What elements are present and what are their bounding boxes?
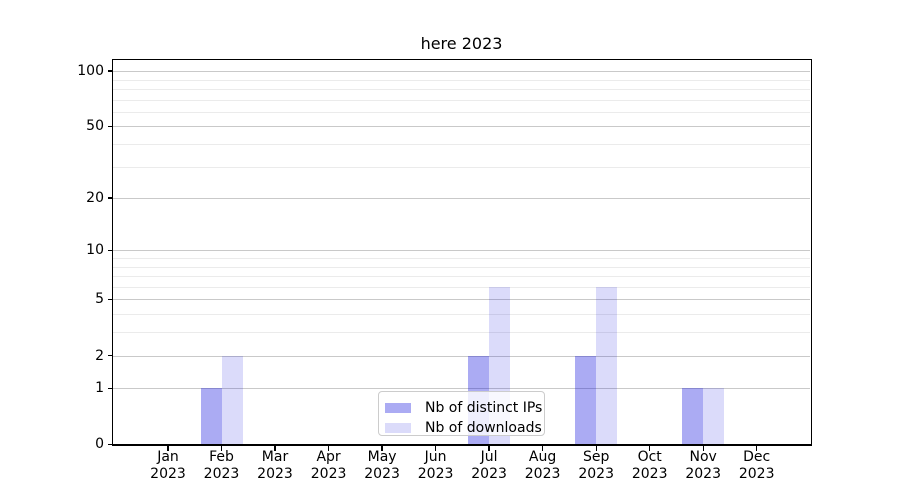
y-tick-mark (107, 197, 113, 199)
gridline-major (113, 388, 810, 390)
x-tick-label: Oct 2023 (631, 449, 668, 482)
bar-nb-of-downloads (596, 286, 618, 445)
y-tick-label: 20 (86, 190, 104, 207)
legend-item-distinct-ips: Nb of distinct IPs (385, 398, 542, 418)
legend: Nb of distinct IPs Nb of downloads (378, 391, 545, 436)
x-tick-label: Jul 2023 (471, 449, 507, 482)
gridline-minor (113, 88, 810, 90)
x-tick-label: May 2023 (364, 449, 400, 482)
x-tick-label: Feb 2023 (203, 449, 240, 482)
gridline-minor (113, 144, 810, 145)
x-tick-label: Jun 2023 (417, 449, 454, 482)
x-tick-label: Mar 2023 (257, 449, 293, 482)
gridline-minor (113, 111, 810, 113)
x-tick-mark (274, 445, 276, 451)
y-tick-label: 10 (86, 242, 104, 259)
bar-nb-of-distinct-ips (575, 355, 597, 445)
x-tick-mark (649, 445, 651, 451)
gridline-minor (113, 332, 810, 334)
x-tick-label: Apr 2023 (310, 449, 347, 482)
y-tick-label: 2 (95, 347, 104, 364)
gridline-major (113, 71, 810, 73)
y-tick-mark (107, 387, 113, 389)
bar-nb-of-distinct-ips (200, 388, 222, 445)
y-tick-mark (107, 249, 113, 252)
x-tick-mark (434, 445, 437, 451)
gridline-minor (113, 286, 810, 288)
x-tick-mark (756, 445, 758, 451)
plot-area (113, 60, 810, 445)
gridline-minor (113, 166, 810, 168)
x-tick-label: Sep 2023 (578, 449, 614, 482)
legend-label-distinct-ips: Nb of distinct IPs (425, 400, 543, 416)
bar-nb-of-downloads (703, 388, 725, 445)
gridline-minor (113, 314, 810, 316)
y-tick-label: 0 (95, 436, 104, 453)
y-tick-mark (107, 70, 113, 72)
x-tick-label: Nov 2023 (685, 449, 721, 482)
gridline-major (113, 198, 810, 200)
x-tick-mark (595, 445, 597, 451)
legend-label-downloads: Nb of downloads (425, 420, 542, 436)
gridline-major (113, 126, 810, 128)
y-tick-mark (107, 354, 113, 357)
gridline-minor (113, 276, 810, 278)
gridline-minor (113, 258, 810, 260)
y-tick-label: 100 (77, 63, 104, 80)
y-tick-mark (107, 443, 113, 445)
x-tick-mark (541, 445, 544, 451)
x-tick-mark (327, 445, 330, 451)
y-tick-mark (107, 125, 113, 128)
legend-item-downloads: Nb of downloads (385, 418, 542, 438)
y-tick-mark (107, 298, 113, 301)
y-tick-label: 1 (95, 380, 104, 397)
x-tick-mark (381, 445, 383, 451)
gridline-minor (113, 79, 810, 81)
gridline-major (113, 355, 810, 357)
x-tick-label: Aug 2023 (524, 449, 561, 482)
x-tick-mark (488, 445, 490, 451)
y-tick-label: 50 (86, 118, 104, 135)
bar-nb-of-downloads (221, 355, 243, 445)
chart-title: here 2023 (420, 34, 503, 53)
x-tick-mark (220, 445, 223, 451)
x-tick-label: Dec 2023 (738, 449, 775, 482)
legend-swatch-distinct-ips (385, 403, 411, 413)
gridline-major (113, 299, 810, 301)
x-tick-mark (167, 445, 169, 451)
legend-swatch-downloads (385, 423, 411, 433)
bar-nb-of-distinct-ips (682, 388, 704, 445)
gridline-major (113, 250, 810, 252)
gridline-minor (113, 99, 810, 101)
x-tick-label: Jan 2023 (150, 449, 186, 482)
gridline-minor (113, 266, 810, 268)
x-tick-mark (702, 445, 704, 451)
y-tick-label: 5 (95, 291, 104, 308)
